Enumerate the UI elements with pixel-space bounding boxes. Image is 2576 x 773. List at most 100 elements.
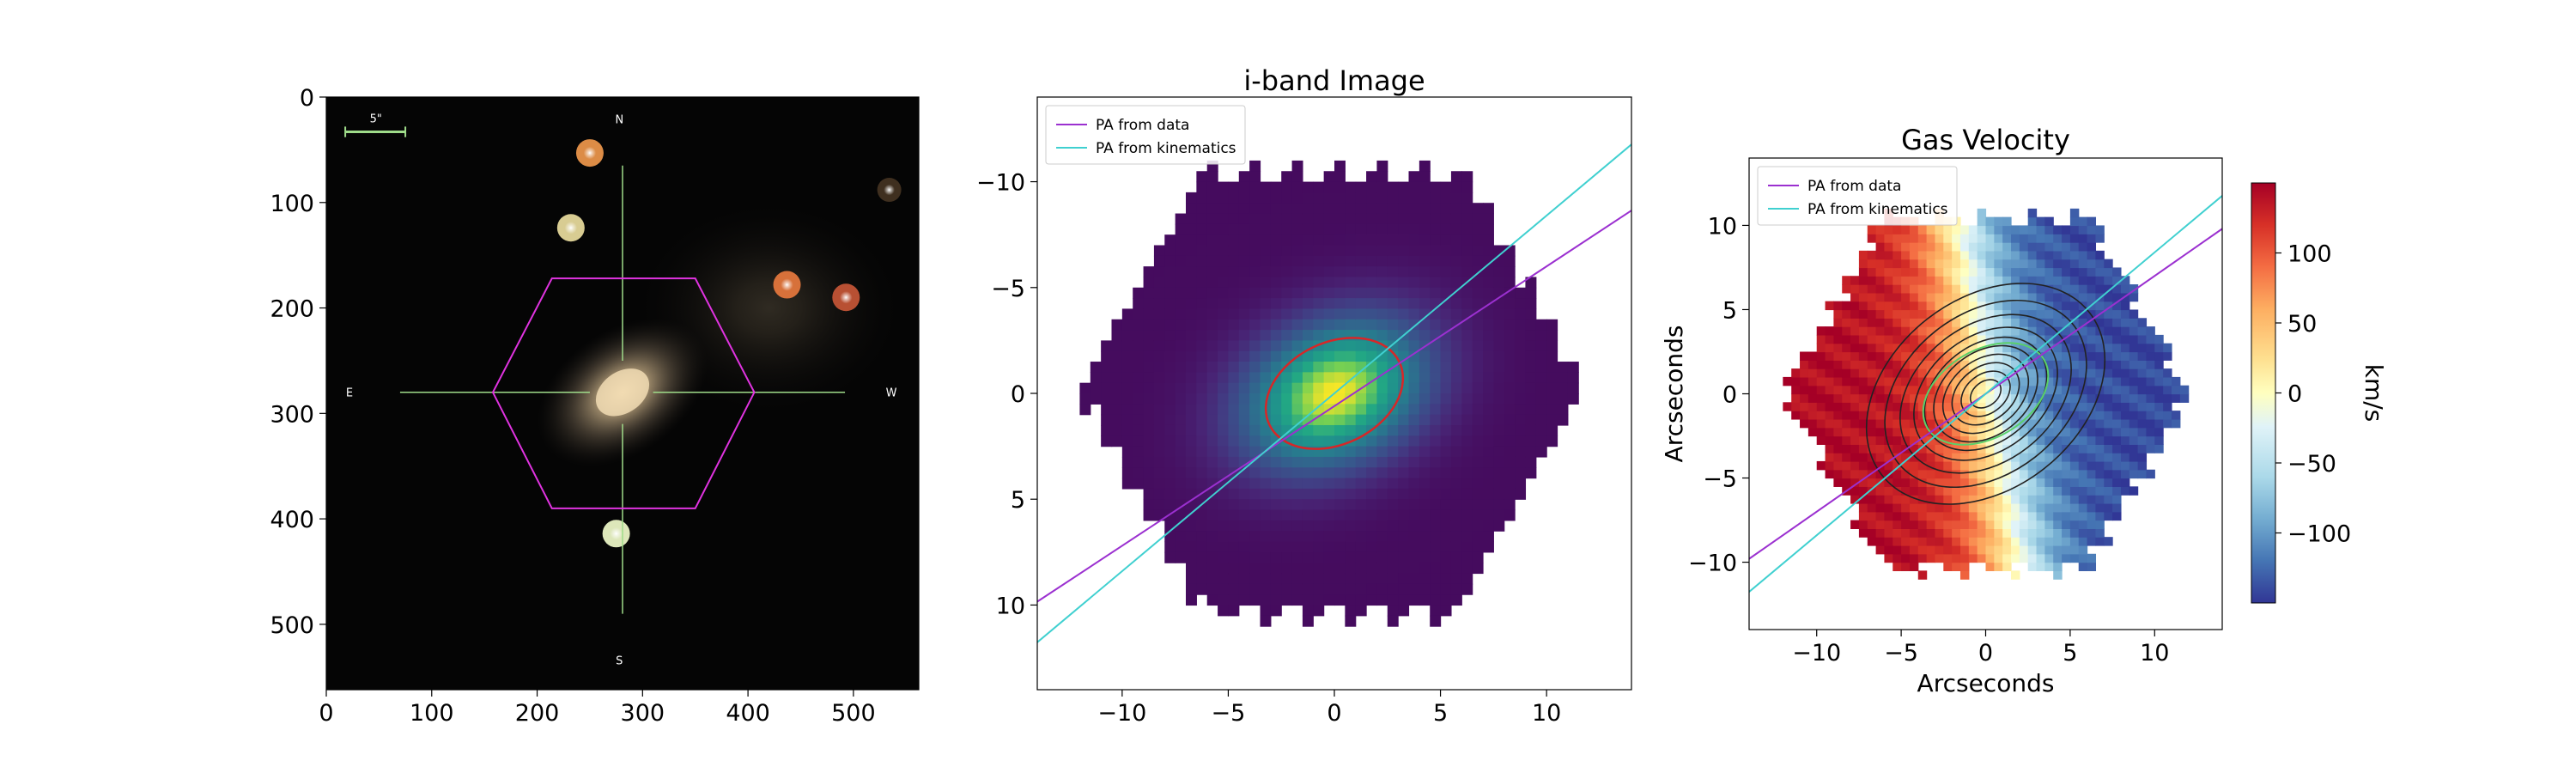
pixel (2027, 242, 2038, 252)
pixel (2062, 250, 2071, 260)
pixel (1515, 446, 1527, 458)
pixel (1858, 486, 1868, 496)
pixel (2062, 225, 2071, 234)
pixel (1218, 499, 1230, 511)
pixel (1493, 350, 1505, 362)
pixel (1833, 360, 1843, 369)
pixel (1164, 330, 1176, 342)
pixel (1238, 594, 1250, 606)
pixel (1525, 287, 1537, 299)
pixel (1557, 414, 1569, 426)
pixel (1483, 393, 1494, 405)
pixel (1228, 488, 1240, 500)
pixel (2011, 545, 2020, 555)
y-tick-label: 0 (1011, 381, 1025, 408)
pixel (2036, 334, 2045, 344)
pixel (1935, 418, 1944, 429)
pixel (2087, 276, 2097, 285)
pixel (1994, 545, 2003, 555)
pixel (2078, 528, 2088, 538)
pixel (1985, 444, 1995, 453)
pixel (1875, 385, 1886, 395)
pixel (1408, 245, 1420, 257)
pixel (1249, 583, 1261, 595)
pixel (1461, 531, 1473, 543)
pixel (2053, 444, 2063, 453)
pixel (2027, 276, 2038, 285)
pixel (2011, 520, 2020, 529)
pixel (1875, 435, 1886, 445)
pixel (1270, 203, 1282, 215)
pixel (1334, 520, 1346, 532)
pixel (1281, 583, 1293, 595)
pixel (1875, 376, 1886, 386)
pixel (1440, 340, 1452, 352)
x-tick-label: 10 (1532, 700, 1561, 727)
pixel (1461, 330, 1473, 342)
pixel (1143, 350, 1155, 362)
pixel (1218, 551, 1230, 563)
pixel (2027, 259, 2038, 269)
pixel (1143, 362, 1155, 373)
pixel (1884, 242, 1893, 252)
pixel (1196, 531, 1208, 543)
pixel (1977, 351, 1987, 361)
pixel (1525, 414, 1537, 426)
pixel (2087, 411, 2097, 420)
pixel (1206, 509, 1218, 521)
pixel (1515, 414, 1527, 426)
pixel (1483, 350, 1494, 362)
pixel (2062, 528, 2071, 538)
pixel (1943, 427, 1953, 437)
pixel (1867, 460, 1877, 471)
pixel (1249, 298, 1261, 310)
pixel (2112, 276, 2122, 285)
pixel (1807, 368, 1818, 378)
pixel (1483, 414, 1494, 426)
pixel (2154, 334, 2164, 344)
pixel (2011, 385, 2020, 395)
pixel (1917, 393, 1928, 403)
pixel (1926, 368, 1936, 378)
pixel (2095, 427, 2105, 437)
pixel (1472, 499, 1484, 511)
pixel (1968, 453, 1978, 462)
pixel (1901, 250, 1911, 260)
pixel (1345, 424, 1357, 436)
pixel (1952, 511, 1961, 521)
pixel (1376, 255, 1388, 267)
pixel (1893, 553, 1902, 563)
pixel (1858, 351, 1868, 361)
pixel (1228, 509, 1240, 521)
pixel (1959, 511, 1970, 521)
pixel (2179, 393, 2190, 403)
pixel (1408, 594, 1420, 606)
pixel (1355, 372, 1367, 384)
pixel (1917, 276, 1928, 285)
pixel (1985, 292, 1995, 302)
pixel (1893, 495, 1902, 504)
pixel (1419, 330, 1431, 342)
pixel (1430, 350, 1442, 362)
pixel (1515, 435, 1527, 447)
pixel (1884, 520, 1893, 529)
pixel (1323, 245, 1335, 257)
pixel (2104, 301, 2113, 311)
pixel (1196, 435, 1208, 447)
pixel (1472, 520, 1484, 532)
pixel (1440, 446, 1452, 458)
pixel (2044, 368, 2054, 378)
pixel (1935, 326, 1944, 336)
pixel (1249, 287, 1261, 299)
pixel (1196, 446, 1208, 458)
pixel (2019, 444, 2029, 453)
pixel (1206, 298, 1218, 310)
pixel (1884, 301, 1893, 311)
pixel (1419, 213, 1431, 225)
pixel (1977, 486, 1987, 496)
pixel (2154, 368, 2164, 378)
pixel (1270, 308, 1282, 320)
pixel (1935, 460, 1944, 471)
pixel (2036, 478, 2045, 487)
pixel (1935, 318, 1944, 327)
